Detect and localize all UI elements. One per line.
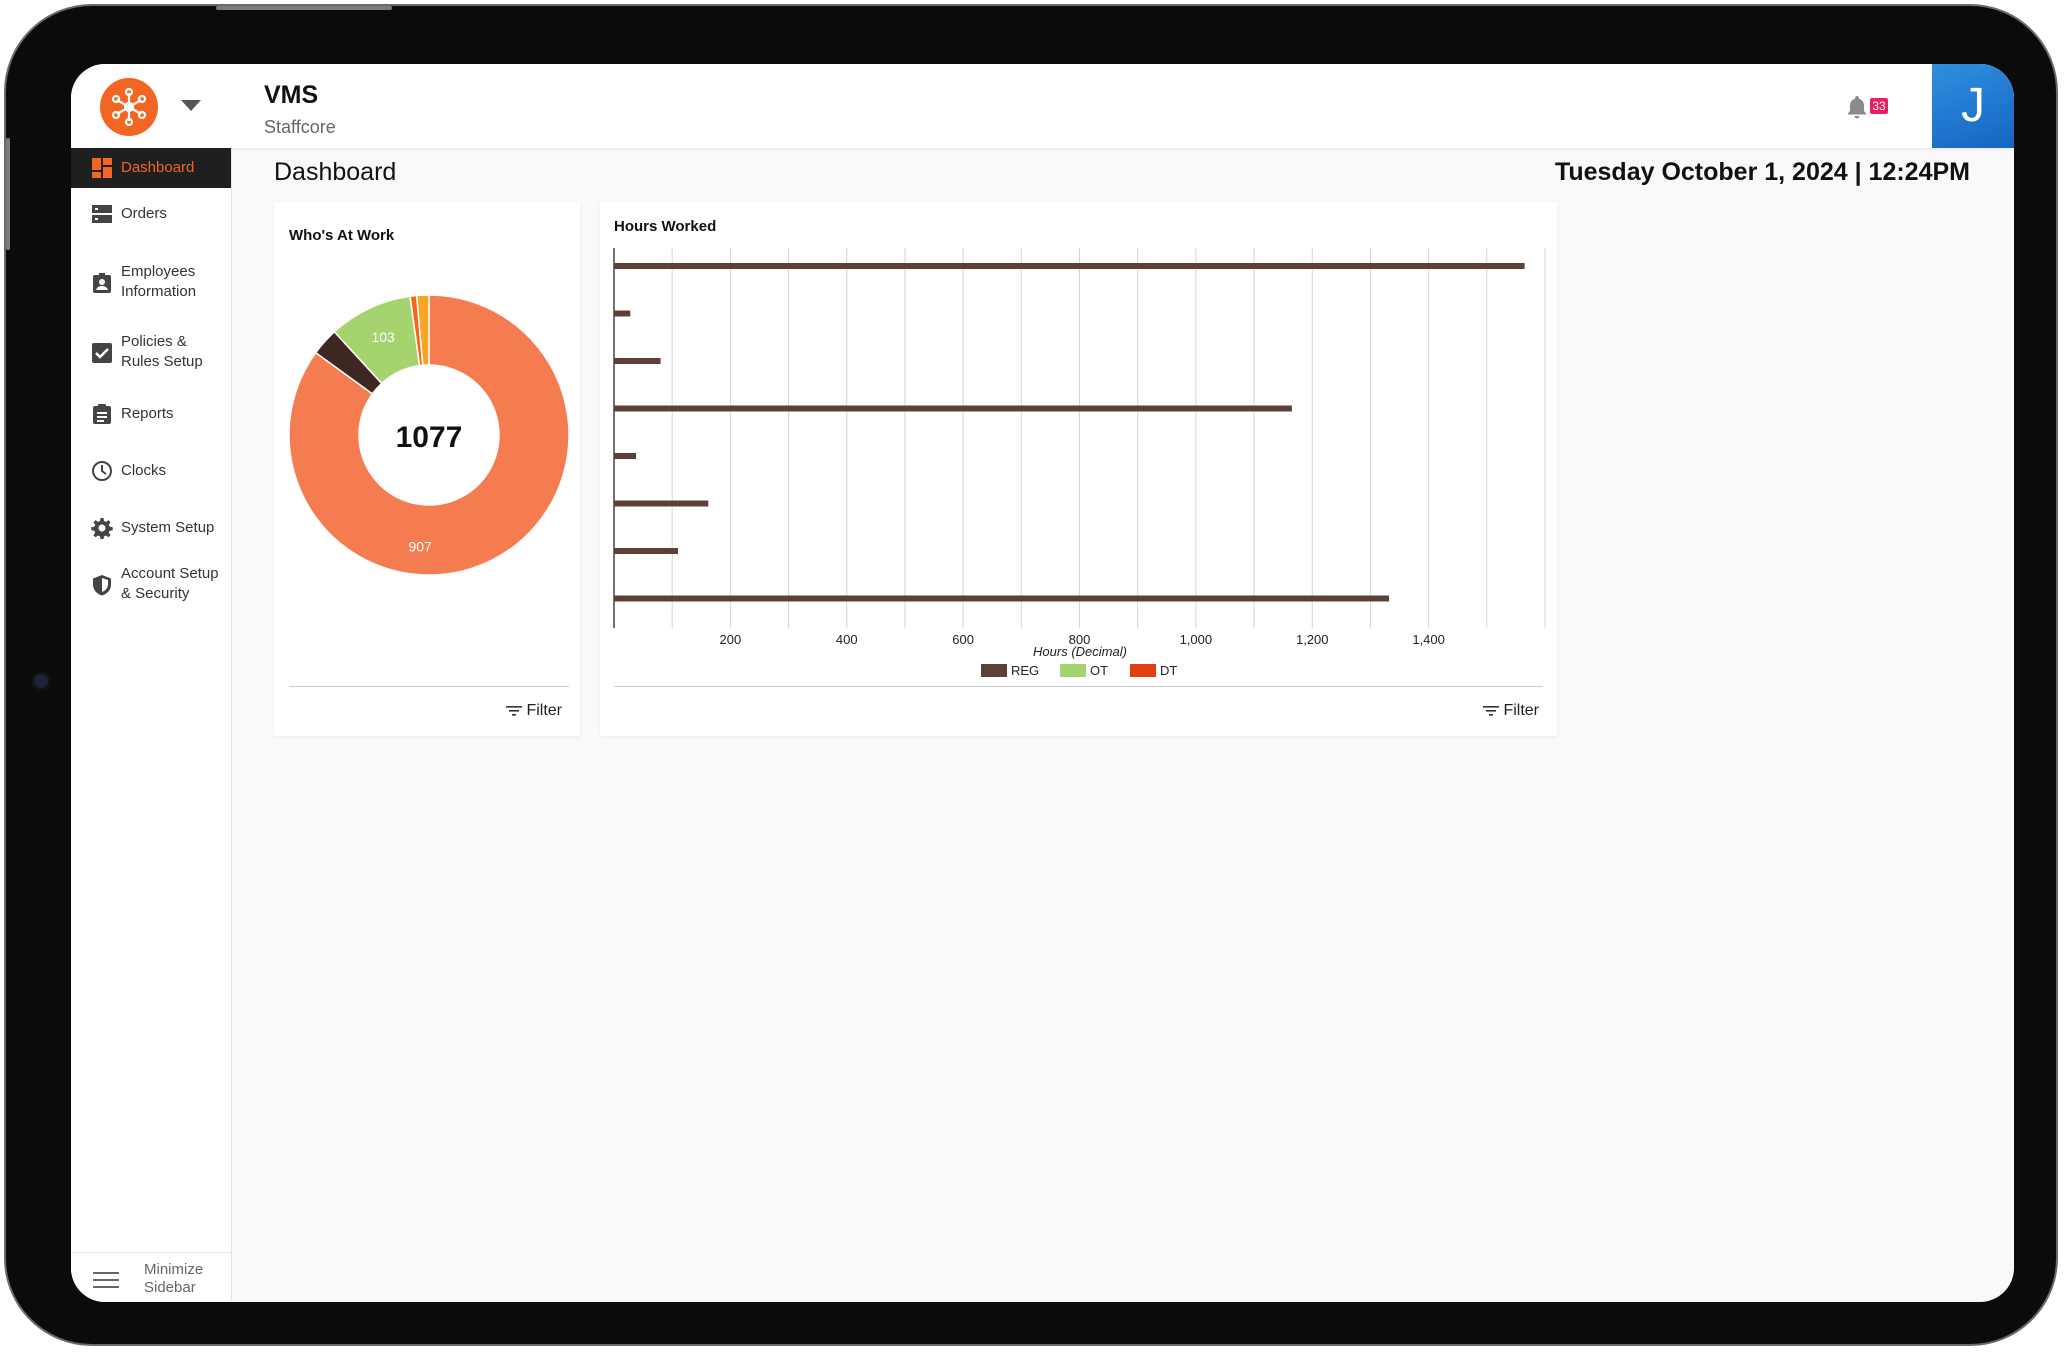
current-datetime: Tuesday October 1, 2024 | 12:24PM <box>1554 158 1970 186</box>
donut-slice-main[interactable] <box>289 295 569 575</box>
sidebar-item-policies[interactable]: Policies & Rules Setup <box>71 328 231 378</box>
user-avatar[interactable]: J <box>1932 64 2014 148</box>
volume-button <box>6 138 10 250</box>
sidebar-item-system-setup[interactable]: System Setup <box>71 508 231 548</box>
whos-at-work-donut-chart: 907 103 1077 <box>289 295 569 575</box>
x-tick-label: 800 <box>1069 632 1091 647</box>
sidebar-item-label: Dashboard <box>121 159 195 176</box>
bar-reg[interactable] <box>614 453 637 459</box>
card-divider <box>614 686 1543 687</box>
sidebar-item-account-security[interactable]: Account Setup & Security <box>71 560 231 610</box>
sidebar-item-dashboard[interactable]: Dashboard <box>71 148 231 188</box>
bar-reg[interactable] <box>614 263 1525 269</box>
sidebar-item-label: Account Setup & Security <box>121 565 219 602</box>
sidebar-item-label: Employees Information <box>121 263 197 300</box>
legend-label: DT <box>1160 663 1177 678</box>
orders-icon <box>92 205 112 223</box>
x-tick-label: 1,200 <box>1296 632 1329 647</box>
hours-worked-bar-chart: 200 400 600 800 1,000 1,200 1,400 Hours (Decim… <box>613 248 1546 678</box>
gear-icon <box>91 518 113 539</box>
top-header: VMS Staffcore 33 J <box>71 64 2014 148</box>
sidebar-item-clocks[interactable]: Clocks <box>71 451 231 491</box>
legend-label: OT <box>1090 663 1108 678</box>
sidebar: Dashboard Orders Employees Information <box>71 148 232 1302</box>
menu-icon <box>93 1272 119 1288</box>
card-divider <box>289 686 569 687</box>
donut-slice-label: 907 <box>408 539 432 555</box>
app-logo-icon[interactable] <box>100 78 158 136</box>
app-screen: VMS Staffcore 33 J Dashboard <box>71 64 2014 1302</box>
legend-label: REG <box>1011 663 1039 678</box>
legend-swatch-ot <box>1060 664 1086 677</box>
filter-label: Filter <box>526 702 562 719</box>
camera <box>34 674 48 688</box>
hours-worked-card: Hours Worked 200 400 600 800 1,000 1,200 1,400… <box>600 202 1557 736</box>
minimize-sidebar-label: Minimize Sidebar <box>144 1261 204 1296</box>
bar-reg[interactable] <box>614 548 679 554</box>
employee-badge-icon <box>93 273 111 293</box>
sidebar-item-orders[interactable]: Orders <box>71 194 231 234</box>
hours-worked-title: Hours Worked <box>614 218 717 235</box>
x-tick-label: 400 <box>836 632 858 647</box>
filter-label: Filter <box>1503 702 1539 719</box>
power-button <box>216 6 392 10</box>
x-axis-label: Hours (Decimal) <box>1033 644 1127 659</box>
bar-reg[interactable] <box>614 358 661 364</box>
bar-reg[interactable] <box>614 405 1292 412</box>
x-tick-label: 200 <box>720 632 742 647</box>
filter-icon <box>1483 706 1500 716</box>
bar-reg[interactable] <box>614 595 1390 602</box>
legend-swatch-reg <box>981 664 1007 677</box>
donut-center-total: 1077 <box>396 421 463 454</box>
tablet-frame: VMS Staffcore 33 J Dashboard <box>4 4 2058 1346</box>
filter-icon <box>506 706 523 716</box>
whos-at-work-card: Who's At Work 907 103 1077 Filter <box>274 202 580 736</box>
checkbox-icon <box>92 343 112 363</box>
whos-at-work-title: Who's At Work <box>289 227 395 244</box>
bar-reg[interactable] <box>614 500 709 507</box>
sidebar-item-label: Clocks <box>121 462 167 479</box>
whos-at-work-filter-button[interactable]: Filter <box>506 702 562 720</box>
x-tick-label: 1,000 <box>1180 632 1213 647</box>
donut-slice-yellow[interactable] <box>415 295 430 367</box>
minimize-sidebar-button[interactable]: Minimize Sidebar <box>71 1252 231 1302</box>
sidebar-item-reports[interactable]: Reports <box>71 394 231 434</box>
app-title: VMS <box>264 81 319 109</box>
bell-icon[interactable] <box>1845 94 1869 120</box>
x-tick-label: 600 <box>952 632 974 647</box>
sidebar-item-label: Reports <box>121 405 174 422</box>
page-title: Dashboard <box>274 158 397 186</box>
app-subtitle: Staffcore <box>264 117 336 137</box>
legend-swatch-dt <box>1130 664 1156 677</box>
clipboard-icon <box>93 404 111 424</box>
dashboard-icon <box>92 158 112 178</box>
notification-badge: 33 <box>1870 98 1888 114</box>
clock-icon <box>92 461 112 481</box>
bar-reg[interactable] <box>614 310 631 317</box>
hours-worked-filter-button[interactable]: Filter <box>1483 702 1539 720</box>
sidebar-item-label: Policies & Rules Setup <box>121 333 203 370</box>
sidebar-item-employees[interactable]: Employees Information <box>71 258 231 308</box>
chevron-down-icon[interactable] <box>181 100 201 111</box>
shield-icon <box>93 575 111 596</box>
sidebar-item-label: Orders <box>121 205 167 222</box>
x-tick-label: 1,400 <box>1412 632 1445 647</box>
sidebar-item-label: System Setup <box>121 519 215 536</box>
donut-slice-label: 103 <box>371 329 395 345</box>
